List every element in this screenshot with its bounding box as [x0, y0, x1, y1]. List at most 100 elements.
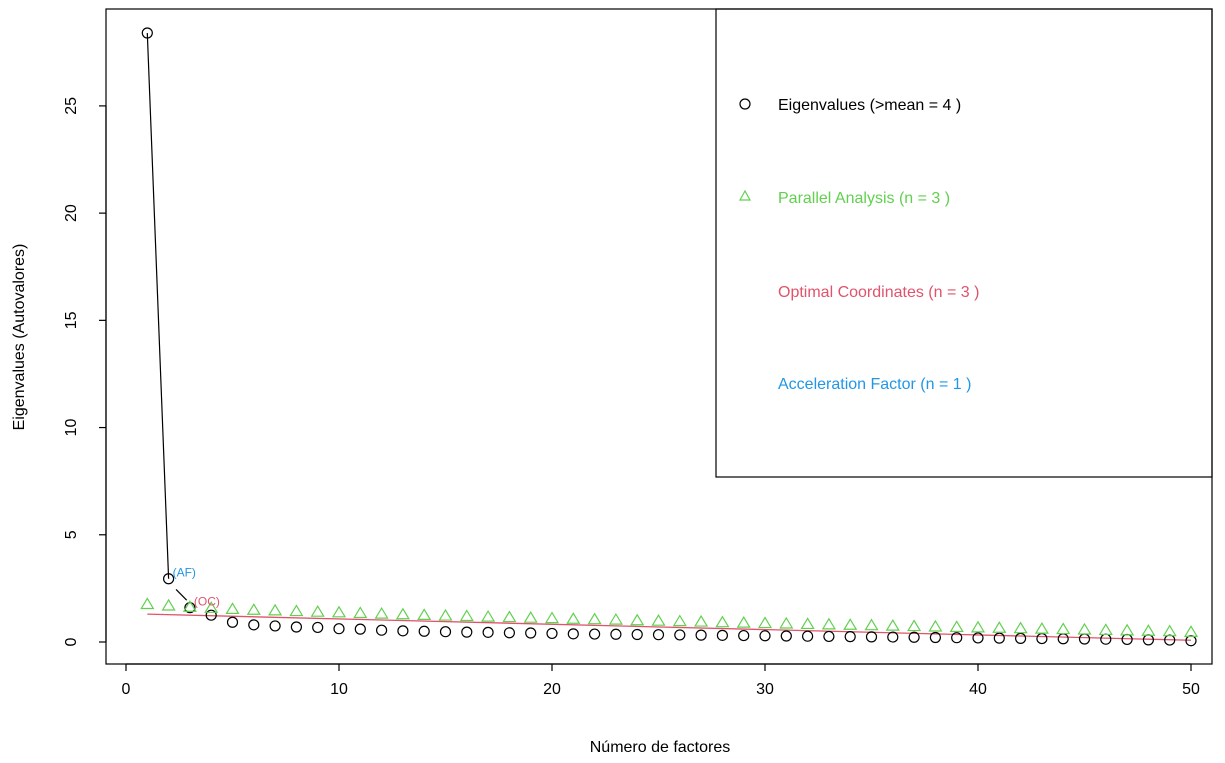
- eigenvalue-point: [248, 619, 260, 631]
- eigenvalue-point: [1036, 632, 1048, 645]
- parallel-analysis-point: [715, 615, 730, 628]
- parallel-analysis-point: [885, 618, 900, 631]
- parallel-analysis-point: [970, 620, 986, 633]
- y-tick-label: 5: [63, 530, 80, 539]
- eigenvalue-point: [823, 630, 835, 643]
- eigenvalue-point: [759, 630, 771, 642]
- eigenvalue-point: [269, 620, 281, 632]
- parallel-analysis-point: [736, 615, 751, 628]
- eigenvalue-point: [184, 602, 196, 614]
- eigenvalue-point: [163, 573, 175, 585]
- legend-label-eigenvalues: Eigenvalues (>mean = 4 ): [778, 97, 961, 114]
- eigenvalue-point: [780, 630, 792, 642]
- parallel-analysis-point: [544, 611, 560, 624]
- x-tick-label: 50: [1182, 681, 1200, 698]
- parallel-analysis-point: [417, 608, 432, 621]
- eigenvalue-point: [1014, 632, 1027, 644]
- parallel-analysis-point: [928, 619, 943, 632]
- eigenvalue-point: [695, 629, 707, 641]
- parallel-analysis-point: [182, 600, 197, 612]
- parallel-analysis-point: [566, 612, 581, 624]
- parallel-analysis-point: [587, 612, 602, 625]
- parallel-analysis-point: [757, 616, 773, 629]
- parallel-analysis-point: [225, 602, 240, 615]
- eigenvalue-point: [226, 616, 239, 628]
- y-tick-label: 15: [63, 311, 80, 329]
- annotation-label: (OC): [194, 595, 220, 609]
- legend-marker-eigenvalues: [739, 98, 751, 110]
- parallel-analysis-point: [694, 614, 709, 627]
- parallel-analysis-point: [1141, 624, 1156, 636]
- eigenvalue-point: [205, 609, 217, 621]
- x-axis-title: Número de factores: [590, 739, 731, 756]
- eigenvalue-point: [141, 27, 153, 39]
- legend-label-acceleration: Acceleration Factor (n = 1 ): [778, 376, 971, 393]
- parallel-analysis-point: [268, 603, 283, 616]
- eigenvalue-point: [674, 629, 686, 641]
- parallel-analysis-point: [395, 607, 410, 620]
- eigenvalue-point: [482, 626, 494, 638]
- parallel-analysis-point: [821, 617, 836, 630]
- eigenvalue-point: [588, 628, 601, 640]
- parallel-analysis-point: [672, 614, 687, 627]
- eigenvalue-point: [461, 626, 473, 638]
- eigenvalue-point: [865, 631, 878, 643]
- parallel-analysis-point: [864, 618, 879, 631]
- parallel-analysis-point: [1056, 622, 1071, 635]
- parallel-analysis-point: [843, 618, 858, 630]
- eigenvalue-point: [652, 629, 665, 641]
- plot-frame: [105, 8, 1213, 665]
- eigenvalue-point: [972, 632, 984, 644]
- eigenvalue-point: [439, 626, 452, 638]
- parallel-analysis-point: [246, 603, 261, 615]
- y-tick-label: 25: [63, 97, 80, 115]
- eigenvalue-point: [1185, 635, 1197, 647]
- eigenvalue-point: [844, 631, 856, 643]
- parallel-analysis-point: [161, 598, 176, 611]
- eigenvalue-point: [1057, 633, 1069, 645]
- parallel-analysis-point: [331, 605, 347, 618]
- eigenvalue-point: [801, 630, 814, 642]
- parallel-analysis-point: [1120, 623, 1135, 636]
- eigenvalue-point: [418, 625, 430, 637]
- parallel-analysis-point: [459, 609, 474, 622]
- legend-label-optimal: Optimal Coordinates (n = 3 ): [778, 284, 979, 301]
- parallel-analysis-point: [289, 604, 304, 617]
- eigenvalue-point: [738, 629, 750, 642]
- eigenvalue-point: [1121, 633, 1133, 646]
- eigenvalue-point: [951, 632, 963, 644]
- y-tick-label: 0: [63, 637, 80, 646]
- parallel-analysis-point: [374, 606, 389, 619]
- parallel-analysis-point: [1034, 621, 1049, 634]
- y-axis-title: Eigenvalues (Autovalores): [11, 244, 28, 431]
- parallel-analysis-point: [1098, 623, 1113, 636]
- eigenvalue-point: [716, 629, 729, 641]
- parallel-analysis-point: [630, 613, 645, 626]
- parallel-analysis-point: [140, 597, 155, 610]
- parallel-analysis-point: [438, 608, 453, 621]
- legend-box: [715, 8, 1213, 478]
- eigenvalue-point: [1100, 633, 1112, 645]
- y-tick-label: 20: [63, 204, 80, 222]
- parallel-analysis-point: [353, 606, 368, 619]
- eigenvalue-point: [312, 621, 324, 634]
- annotations: (AF) (OC): [173, 566, 220, 609]
- eigenvalue-point: [503, 627, 515, 639]
- eigen-connector-line: [146, 32, 170, 579]
- eigenvalue-point: [908, 631, 920, 643]
- parallel-analysis-point: [310, 605, 325, 617]
- eigenvalue-point: [567, 628, 579, 640]
- parallel-analysis-point: [779, 616, 794, 629]
- eigenvalue-point: [290, 621, 302, 633]
- eigenvalue-point: [887, 631, 899, 643]
- eigenvalue-point: [397, 625, 409, 637]
- series-points: [140, 27, 1199, 647]
- parallel-analysis-point: [1162, 624, 1177, 637]
- eigenvalue-point: [525, 627, 537, 639]
- parallel-analysis-point: [523, 611, 538, 623]
- annotation-label: (AF): [173, 566, 196, 580]
- parallel-analysis-point: [481, 609, 496, 622]
- y-tick-label: 10: [63, 419, 80, 437]
